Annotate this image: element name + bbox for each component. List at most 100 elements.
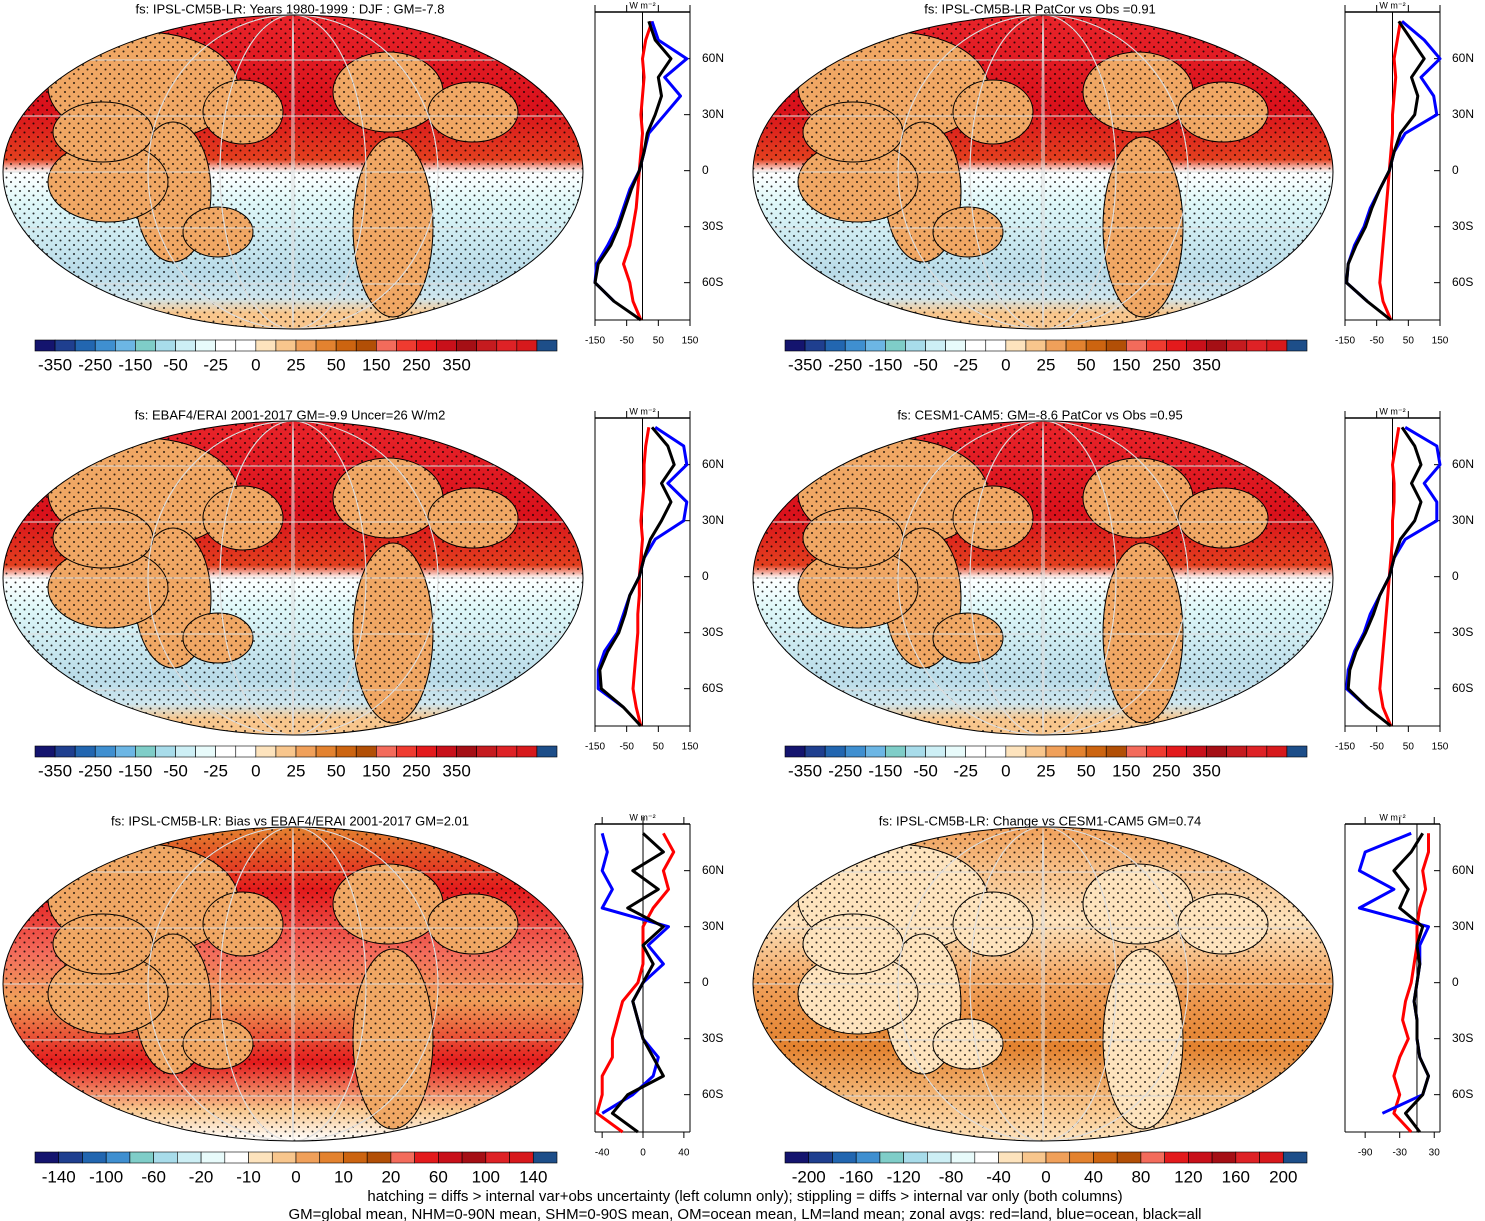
colorbar-label: -350	[38, 761, 72, 780]
colorbar-box	[496, 339, 518, 352]
colorbar-box	[275, 745, 297, 758]
colorbar-box	[135, 339, 156, 352]
colorbar-box	[235, 339, 257, 352]
map-outline	[752, 14, 1334, 330]
colorbar-box	[1045, 1151, 1071, 1164]
colorbar-box	[215, 339, 237, 352]
colorbar-box	[153, 1151, 178, 1164]
colorbar-box	[1085, 745, 1107, 758]
graticule	[291, 421, 295, 735]
colorbar-box	[1266, 339, 1288, 352]
panel-title: fs: EBAF4/ERAI 2001-2017 GM=-9.9 Uncer=2…	[135, 407, 446, 422]
colorbar-label: 250	[402, 761, 430, 780]
colorbar-box	[516, 339, 538, 352]
colorbar-box	[1226, 745, 1248, 758]
y-tick-label: 0	[702, 569, 709, 583]
map-outline	[2, 14, 584, 330]
colorbar-label: 80	[1131, 1167, 1150, 1186]
footnote: hatching = diffs > internal var+obs unce…	[367, 1188, 1122, 1205]
colorbar-box	[1211, 1151, 1237, 1164]
colorbar-box	[1065, 339, 1087, 352]
colorbar-label: -25	[953, 355, 978, 374]
colorbar-box	[34, 339, 56, 352]
colorbar-label: 50	[327, 761, 346, 780]
colorbar-box	[355, 339, 377, 352]
colorbar-label: -120	[887, 1167, 921, 1186]
panel-title: fs: IPSL-CM5B-LR: Bias vs EBAF4/ERAI 200…	[111, 813, 469, 828]
y-tick-label: 0	[1452, 569, 1459, 583]
colorbar-box	[885, 339, 906, 352]
colorbar-label: 160	[1222, 1167, 1250, 1186]
colorbar-box	[1105, 339, 1127, 352]
colorbar-box	[319, 1151, 344, 1164]
colorbar-box	[855, 1151, 881, 1164]
colorbar-box	[315, 339, 337, 352]
x-tick-label: 50	[1403, 336, 1415, 347]
colorbar-label: -250	[828, 761, 862, 780]
y-tick-label: 30S	[1452, 1031, 1473, 1045]
x-tick-label: 150	[682, 742, 699, 753]
units-label: W m⁻²	[1379, 812, 1405, 822]
colorbar-box	[1186, 745, 1207, 758]
graticule	[291, 15, 295, 329]
colorbar-box	[1140, 1151, 1165, 1164]
zonal-line	[1392, 832, 1430, 1133]
colorbar-box	[1235, 1151, 1260, 1164]
colorbar-box	[965, 745, 987, 758]
colorbar-box	[985, 745, 1007, 758]
colorbar-label: -350	[788, 761, 822, 780]
colorbar-box	[784, 339, 806, 352]
colorbar-label: 0	[1001, 761, 1010, 780]
colorbar-box	[844, 339, 866, 352]
y-tick-label: 0	[1452, 975, 1459, 989]
colorbar-box	[905, 745, 926, 758]
colorbar-label: -160	[839, 1167, 873, 1186]
colorbar-box	[1045, 339, 1067, 352]
colorbar-box	[1246, 745, 1268, 758]
colorbar-box	[390, 1151, 415, 1164]
colorbar-label: -25	[953, 761, 978, 780]
y-tick-label: 60N	[702, 457, 724, 471]
colorbar-box	[295, 339, 317, 352]
colorbar-box	[175, 339, 196, 352]
colorbar-box	[155, 745, 176, 758]
colorbar-box	[255, 745, 277, 758]
y-tick-label: 30N	[702, 107, 724, 121]
colorbar-box	[885, 745, 906, 758]
graticule	[969, 15, 1117, 329]
zonal-line	[1392, 833, 1430, 1134]
colorbar-box	[824, 745, 846, 758]
colorbar-box	[376, 745, 397, 758]
units-label: W m⁻²	[1379, 0, 1405, 10]
colorbar-box	[1282, 1151, 1308, 1164]
y-tick-label: 30N	[702, 919, 724, 933]
x-tick-label: -50	[619, 742, 634, 753]
y-tick-label: 60N	[1452, 51, 1474, 65]
map-outline	[2, 826, 584, 1142]
colorbar-box	[1259, 1151, 1284, 1164]
colorbar-box	[865, 745, 886, 758]
colorbar-label: -80	[939, 1167, 964, 1186]
colorbar-label: -10	[236, 1167, 261, 1186]
zonal-line	[593, 20, 673, 322]
map-outline	[752, 826, 1334, 1142]
colorbar-label: -25	[203, 355, 228, 374]
y-tick-label: 60N	[1452, 457, 1474, 471]
colorbar-box	[1166, 745, 1187, 758]
y-tick-label: 60N	[1452, 863, 1474, 877]
x-tick-label: 50	[1403, 742, 1415, 753]
x-tick-label: 50	[653, 336, 665, 347]
colorbar-box	[925, 339, 946, 352]
graticule	[147, 827, 439, 1141]
colorbar-box	[396, 745, 417, 758]
y-tick-label: 0	[702, 163, 709, 177]
panel-title: fs: IPSL-CM5B-LR: Years 1980-1999 : DJF …	[136, 1, 445, 16]
y-tick-label: 30N	[1452, 513, 1474, 527]
colorbar-box	[1206, 745, 1227, 758]
x-tick-label: 0	[640, 1148, 646, 1159]
colorbar-label: 25	[287, 355, 306, 374]
colorbar-box	[476, 745, 498, 758]
colorbar-box	[784, 745, 806, 758]
colorbar-box	[366, 1151, 392, 1164]
colorbar-box	[536, 745, 558, 758]
